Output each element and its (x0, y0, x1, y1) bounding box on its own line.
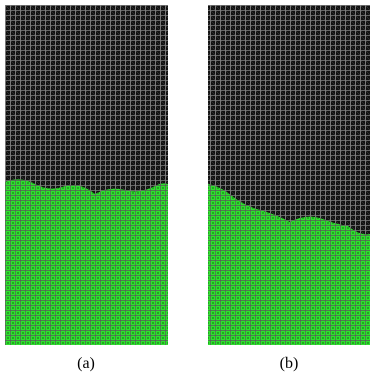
fluid-region (208, 184, 370, 345)
panel-a: (a) (5, 5, 168, 372)
panel-label: (a) (77, 355, 95, 372)
panel-b: (b) (208, 5, 370, 372)
panel-label: (b) (280, 355, 299, 372)
fluid-region (5, 179, 168, 345)
